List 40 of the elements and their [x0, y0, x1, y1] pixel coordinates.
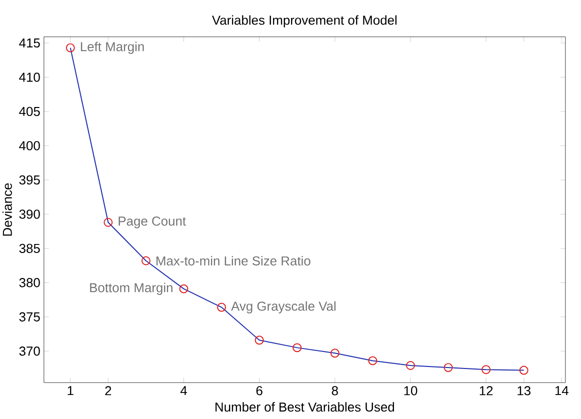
x-tick-label: 4: [180, 386, 187, 395]
point: [482, 364, 491, 374]
x-axis-title: Number of Best Variables Used: [216, 402, 394, 412]
y-tick-label: 375: [19, 312, 40, 322]
point: [141, 256, 150, 265]
y-tick-label: 380: [19, 278, 40, 288]
x-tick-label: 10: [404, 386, 418, 396]
point: [292, 342, 302, 352]
point: [406, 360, 415, 370]
y-tick-label: 385: [19, 244, 40, 253]
point: [217, 302, 226, 312]
annotation: Bottom Margin: [90, 282, 172, 295]
chart-title: Variables Improvement of Model: [212, 15, 397, 28]
y-tick-label: 395: [19, 175, 40, 184]
point: [179, 284, 188, 294]
point: [368, 356, 378, 365]
point: [444, 362, 453, 372]
x-tick-label: 1: [68, 386, 74, 395]
y-tick-label: 405: [19, 106, 40, 116]
point: [254, 335, 264, 344]
x-tick-label: 12: [480, 386, 493, 395]
y-axis-title: Deviance: [2, 183, 12, 236]
y-tick-label: 390: [19, 209, 40, 219]
y-tick-label: 410: [19, 72, 40, 82]
y-tick-label: 370: [19, 346, 40, 356]
x-tick-label: 8: [332, 386, 338, 396]
x-tick-label: 2: [105, 386, 112, 395]
y-tick-label: 415: [19, 38, 40, 48]
annotation: Left Margin: [80, 42, 144, 54]
point: [66, 43, 75, 52]
annotation: Page Count: [118, 216, 186, 228]
x-tick-label: 6: [256, 386, 262, 396]
annotation: Max-to-min Line Size Ratio: [156, 256, 310, 266]
point: [104, 218, 113, 227]
point: [519, 366, 528, 375]
annotation: Avg Grayscale Val: [231, 301, 336, 314]
x-tick-label: 13: [518, 386, 530, 396]
y-tick-label: 400: [19, 140, 40, 150]
point: [330, 348, 340, 358]
x-tick-label: 14: [555, 386, 568, 395]
